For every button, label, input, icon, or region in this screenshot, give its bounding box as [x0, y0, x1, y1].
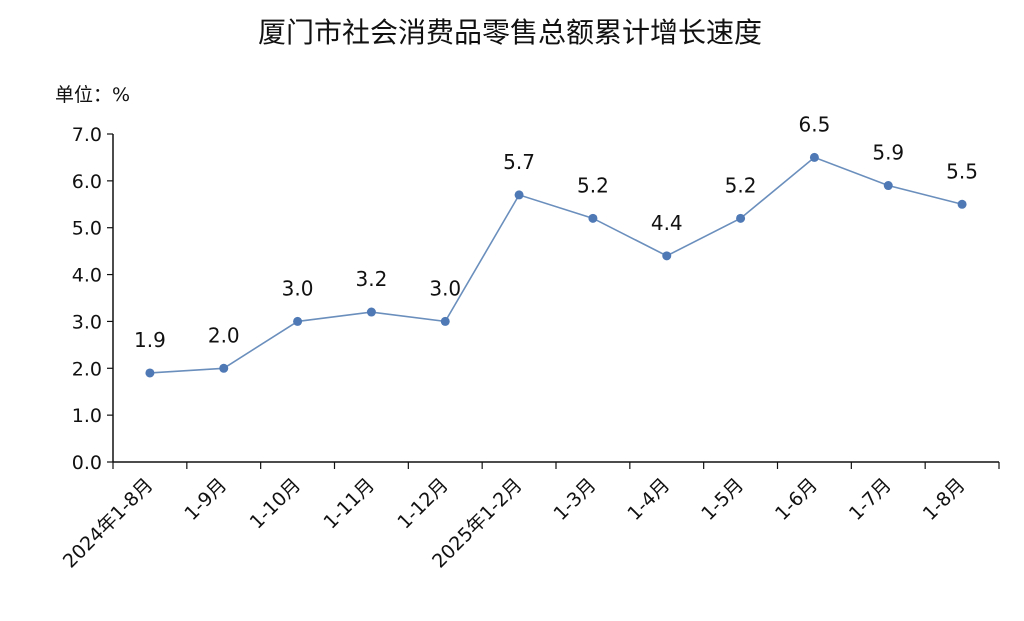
data-label: 6.5 [799, 112, 831, 136]
unit-label: 单位：% [55, 84, 130, 106]
x-tick-label: 1-9月 [180, 474, 231, 525]
data-point [736, 213, 746, 223]
data-point [662, 251, 672, 261]
y-tick-label: 4.0 [72, 265, 102, 287]
data-point [293, 316, 303, 326]
y-tick-label: 6.0 [72, 171, 102, 193]
x-tick-label: 1-6月 [771, 474, 822, 525]
data-label: 5.2 [577, 173, 609, 197]
data-label: 5.5 [946, 159, 978, 183]
data-point [219, 363, 229, 373]
data-point [957, 199, 967, 209]
data-point [514, 190, 524, 200]
series-path [149, 156, 963, 374]
x-tick-label: 1-12月 [393, 474, 452, 533]
x-tick-label: 1-7月 [845, 474, 896, 525]
data-point [366, 307, 376, 317]
data-label: 3.0 [429, 276, 461, 300]
y-tick-label: 3.0 [72, 311, 102, 333]
x-tick-label: 1-10月 [246, 474, 305, 533]
data-point [145, 368, 155, 378]
y-tick-label: 1.0 [72, 405, 102, 427]
y-tick-label: 5.0 [72, 218, 102, 240]
data-label: 3.0 [282, 276, 314, 300]
x-tick-label: 1-5月 [697, 474, 748, 525]
data-label: 5.9 [872, 141, 904, 165]
data-point [809, 152, 819, 162]
data-point [440, 316, 450, 326]
chart-title: 厦门市社会消费品零售总额累计增长速度 [258, 16, 762, 49]
data-point [883, 181, 893, 191]
data-label: 4.4 [651, 211, 683, 235]
x-tick-label: 2024年1-8月 [59, 474, 158, 573]
data-label: 2.0 [208, 323, 240, 347]
y-tick-label: 2.0 [72, 358, 102, 380]
axes: 0.0 1.0 2.0 3.0 4.0 5.0 6.0 7.0 2024年1-8月 1-9月 1-1… [59, 124, 1000, 573]
data-labels: 1.9 2.0 3.0 3.2 3.0 5.7 5.2 4.4 5.2 6.5 5.9 5.5 [134, 112, 978, 352]
data-label: 5.7 [503, 150, 535, 174]
data-point [588, 213, 598, 223]
data-label: 3.2 [356, 267, 388, 291]
data-label: 5.2 [725, 173, 757, 197]
x-tick-label: 1-8月 [919, 474, 970, 525]
series-line [145, 152, 967, 378]
x-tick-label: 1-3月 [550, 474, 601, 525]
data-label: 1.9 [134, 328, 166, 352]
x-tick-label: 1-4月 [623, 474, 674, 525]
y-tick-label: 7.0 [72, 124, 102, 146]
y-tick-label: 0.0 [72, 452, 102, 474]
x-tick-label: 1-11月 [319, 474, 378, 533]
